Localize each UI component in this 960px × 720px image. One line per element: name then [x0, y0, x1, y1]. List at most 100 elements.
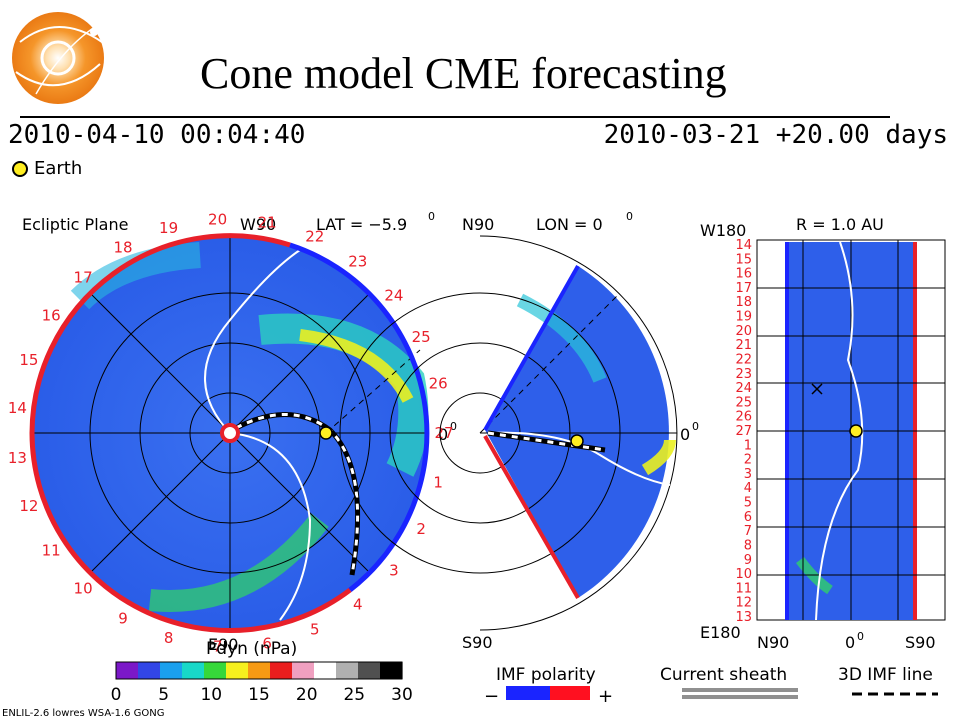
radial-panel: W180 R = 1.0 AU 141516171819202122232425… [700, 215, 946, 652]
imf-line-legend: 3D IMF line [838, 665, 938, 696]
current-sheath-swatch [682, 695, 798, 699]
current-sheath-legend: Current sheath [660, 665, 798, 699]
meridional-earth-marker [570, 434, 584, 448]
radial-y-label: 15 [735, 252, 752, 267]
radial-y-label: 7 [744, 524, 752, 539]
ecliptic-lat-label: LAT = −5.9 [316, 215, 407, 234]
radial-y-labels: 1415161718192021222324252627123456789101… [735, 238, 752, 625]
meridional-stream [516, 293, 607, 383]
ecliptic-cme-core [299, 329, 414, 403]
ecliptic-stream-band [148, 513, 329, 612]
colorbar-swatch [204, 662, 227, 679]
radial-y-label: 9 [744, 553, 752, 568]
ecliptic-lat-degree: 0 [428, 210, 435, 223]
rotation-label: 5 [310, 621, 320, 639]
page-title: Cone model CME forecasting [200, 49, 727, 98]
rotation-label: 9 [118, 609, 128, 627]
rotation-label: 10 [74, 580, 93, 598]
colorbar-tick-label: 20 [296, 685, 318, 705]
ecliptic-spiral [229, 432, 312, 621]
radial-w180-label: W180 [700, 221, 746, 240]
radial-y-label: 5 [744, 496, 752, 511]
rotation-label: 15 [19, 351, 38, 369]
radial-x-degree: 0 [857, 630, 864, 643]
current-sheath-label: Current sheath [660, 665, 787, 685]
rotation-label: 14 [8, 399, 27, 417]
ecliptic-title: Ecliptic Plane [22, 215, 128, 234]
colorbar-tick-label: 25 [343, 685, 365, 705]
rotation-label: 20 [208, 210, 227, 228]
radial-y-label: 11 [735, 581, 752, 596]
rotation-label: 6 [262, 635, 272, 653]
colorbar-tick-label: 10 [200, 685, 222, 705]
ecliptic-e90-label: E90 [208, 635, 238, 654]
radial-y-label: 24 [735, 381, 752, 396]
rotation-label: 16 [42, 306, 61, 324]
radial-y-label: 4 [744, 481, 752, 496]
earth-legend-label: Earth [34, 158, 83, 179]
logo-icon [6, 2, 110, 106]
colorbar-tick-label: 5 [158, 685, 169, 705]
radial-y-label: 1 [744, 438, 752, 453]
ecliptic-zero-label: 0 [438, 425, 448, 444]
meridional-edge-positive [483, 435, 580, 599]
imf-polarity-legend: IMF polarity − + [484, 665, 613, 707]
meridional-n90-label: N90 [462, 215, 494, 234]
ecliptic-spiral [204, 249, 301, 434]
radial-x-label-s90: S90 [905, 633, 936, 652]
rotation-label: 18 [113, 239, 132, 257]
imf-polarity-label: IMF polarity [496, 665, 596, 685]
ecliptic-boundary-positive [29, 233, 291, 434]
meridional-cme-core [641, 439, 676, 476]
radial-x-label-n90: N90 [757, 633, 789, 652]
radial-y-label: 27 [735, 424, 752, 439]
meridional-lon-degree: 0 [626, 210, 633, 223]
rotation-label: 7 [213, 638, 223, 656]
colorbar-swatch [270, 662, 293, 679]
ecliptic-earth-marker [319, 426, 333, 440]
rotation-label: 27 [434, 424, 453, 442]
colorbar-swatch [336, 662, 359, 679]
meridional-s90-label: S90 [462, 633, 493, 652]
radial-y-label: 26 [735, 410, 752, 425]
colorbar-swatch [226, 662, 249, 679]
colorbar-swatch [380, 662, 403, 679]
colorbar-swatches [116, 662, 403, 679]
rotation-label: 26 [429, 375, 448, 393]
earth-legend: Earth [12, 158, 82, 179]
imf-negative-swatch [506, 686, 550, 700]
imf-line-label: 3D IMF line [838, 665, 933, 685]
ecliptic-cme-band [258, 313, 429, 477]
radial-y-label: 16 [735, 267, 752, 282]
colorbar-ticks: 0 5 10 15 20 25 30 [111, 685, 413, 705]
colorbar-tick-label: 0 [111, 685, 122, 705]
meridional-edge-negative [483, 265, 580, 431]
rotation-label: 1 [433, 473, 443, 491]
ecliptic-earth-dir [325, 349, 421, 434]
colorbar-swatch [248, 662, 271, 679]
colorbar-frame [115, 661, 403, 680]
meridional-imf-line-dash [487, 431, 606, 452]
radial-y-label: 23 [735, 367, 752, 382]
radial-y-label: 3 [744, 467, 752, 482]
rotation-label: 11 [42, 542, 61, 560]
model-time: 2010-04-10 00:04:40 [8, 120, 306, 150]
meridional-lon-label: LON = 0 [536, 215, 603, 234]
title-rule [20, 116, 890, 118]
rotation-label: 24 [384, 286, 403, 304]
rotation-label: 21 [258, 213, 277, 231]
rotation-label: 25 [412, 328, 431, 346]
footer-model-info: ENLIL-2.6 lowres WSA-1.6 GONG [2, 708, 165, 719]
radial-r-label: R = 1.0 AU [796, 215, 884, 234]
meridional-spiral [487, 431, 671, 486]
colorbar: Pdyn (nPa) 0 5 10 15 20 25 30 [111, 639, 413, 705]
radial-y-label: 12 [735, 596, 752, 611]
colorbar-tick-label: 15 [248, 685, 270, 705]
radial-y-label: 10 [735, 567, 752, 582]
radial-cross-marker [811, 383, 823, 395]
ecliptic-zero-degree: 0 [450, 420, 457, 433]
radial-y-label: 20 [735, 324, 752, 339]
imf-minus-label: − [484, 686, 499, 707]
